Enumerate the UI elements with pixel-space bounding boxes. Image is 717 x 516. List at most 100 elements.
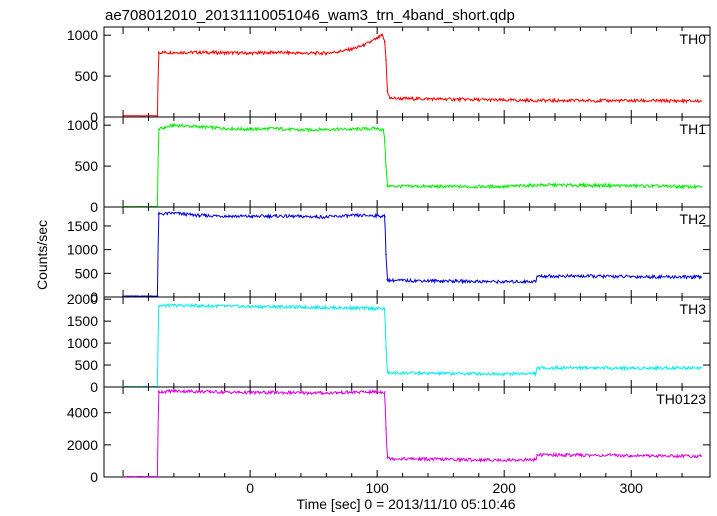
y-tick-label: 1000 <box>67 335 98 351</box>
data-point <box>122 475 124 478</box>
data-point <box>122 115 124 117</box>
panel-label: TH0123 <box>656 391 706 407</box>
panel-th0: 0 500 1000 TH0 <box>67 26 711 125</box>
data-point <box>384 391 386 393</box>
data-point <box>385 428 387 430</box>
panel-frame <box>103 116 711 208</box>
data-point <box>274 391 277 394</box>
data-point <box>384 215 386 218</box>
data-point <box>300 52 302 54</box>
data-point <box>223 215 226 217</box>
data-point <box>503 99 506 101</box>
y-tick-label: 1500 <box>67 313 98 329</box>
x-tick-label: 0 <box>246 480 254 496</box>
panel-frame <box>103 26 711 118</box>
series-line-th1 <box>122 122 702 208</box>
data-point <box>325 306 328 309</box>
data-point <box>389 185 391 187</box>
data-point <box>385 165 387 167</box>
y-tick-label: 2000 <box>67 437 98 453</box>
data-point <box>630 184 632 187</box>
data-point <box>223 391 226 393</box>
data-point <box>503 459 506 461</box>
data-point <box>630 367 632 369</box>
data-point <box>536 454 538 456</box>
x-tick-label: 100 <box>365 480 389 496</box>
data-point <box>389 372 391 374</box>
data-point <box>535 458 537 461</box>
data-point <box>325 128 328 131</box>
panel-th1: 0 500 1000 TH1 <box>67 116 711 215</box>
panel-label: TH3 <box>680 301 707 317</box>
data-point <box>173 304 175 307</box>
data-point <box>386 456 389 459</box>
data-point <box>384 40 386 43</box>
data-point <box>630 99 632 102</box>
y-tick-label: 500 <box>75 68 99 84</box>
data-point <box>382 129 385 131</box>
data-point <box>156 115 159 117</box>
data-point <box>249 52 251 54</box>
data-point <box>579 275 582 278</box>
data-point <box>249 391 251 394</box>
data-point <box>579 454 582 456</box>
data-point <box>274 215 277 217</box>
data-point <box>198 390 201 393</box>
data-point <box>579 184 582 187</box>
data-point <box>223 127 226 130</box>
data-point <box>630 275 632 278</box>
data-point <box>376 307 378 310</box>
data-point <box>376 214 378 217</box>
data-point <box>389 97 391 99</box>
y-axis-label: Counts/sec <box>34 220 50 290</box>
data-point <box>389 457 391 460</box>
y-tick-label: 0 <box>90 379 98 395</box>
data-point <box>157 51 160 54</box>
data-point <box>325 52 328 54</box>
data-point <box>700 100 702 102</box>
data-point <box>325 216 328 218</box>
data-point <box>384 140 386 143</box>
data-point <box>350 214 353 217</box>
data-point <box>274 305 277 308</box>
data-point <box>274 51 277 54</box>
data-point <box>350 48 353 50</box>
data-point <box>198 51 201 54</box>
data-point <box>386 90 389 92</box>
data-point <box>300 392 302 394</box>
data-point <box>300 215 302 218</box>
panel-th2: 0 500 1000 1500 TH2 <box>67 206 711 305</box>
data-point <box>401 97 404 100</box>
data-point <box>541 184 544 186</box>
data-point <box>198 305 201 307</box>
data-point <box>386 184 389 187</box>
data-point <box>376 391 378 393</box>
y-tick-label: 0 <box>90 199 98 215</box>
y-tick-label: 500 <box>75 357 99 373</box>
data-point <box>381 34 384 36</box>
x-tick-label: 300 <box>620 480 644 496</box>
data-point <box>300 129 302 131</box>
data-point <box>274 127 277 130</box>
panel-label: TH1 <box>680 121 707 137</box>
y-tick-label: 4000 <box>67 405 98 421</box>
data-point <box>249 215 251 218</box>
panel-label: TH2 <box>680 211 707 227</box>
data-point <box>156 475 159 478</box>
data-point <box>173 390 175 392</box>
data-point <box>700 276 702 278</box>
data-point <box>700 366 702 369</box>
data-point <box>157 128 160 131</box>
data-point <box>249 305 251 308</box>
data-point <box>389 279 391 282</box>
data-point <box>157 391 160 393</box>
data-point <box>535 372 537 375</box>
data-point <box>376 37 378 40</box>
y-tick-label: 2000 <box>67 291 98 307</box>
data-point <box>173 212 175 214</box>
series-line-th3 <box>123 302 702 388</box>
data-point <box>363 44 366 46</box>
data-point <box>350 128 353 131</box>
